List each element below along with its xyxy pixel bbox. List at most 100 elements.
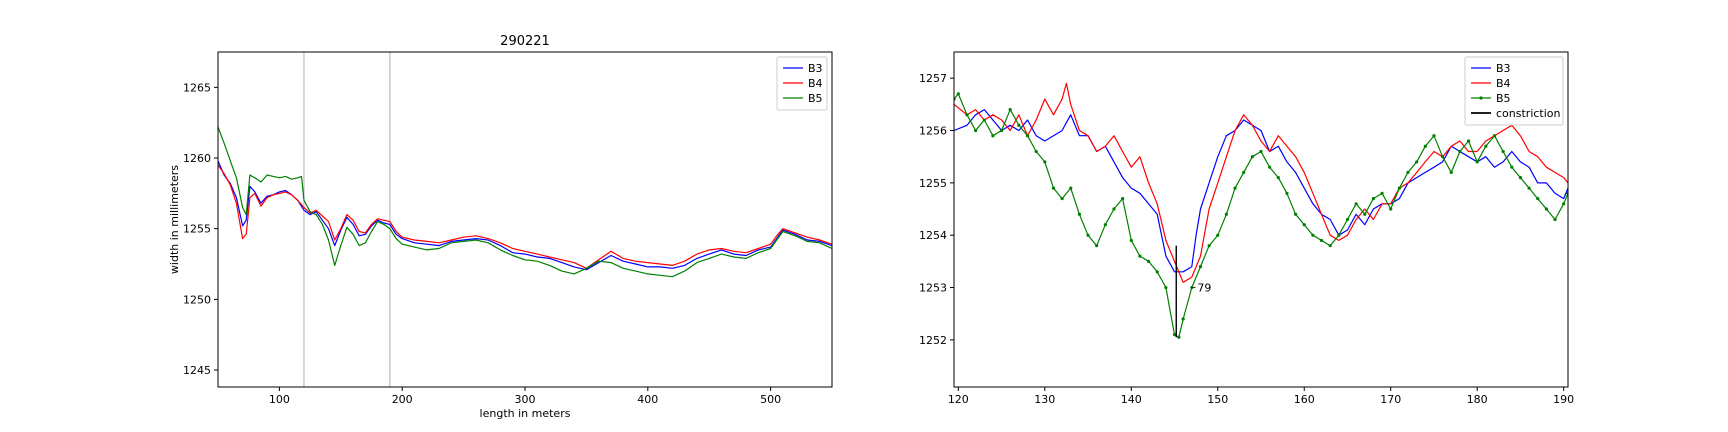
series-point-b5 xyxy=(1008,107,1012,112)
series-point-b5 xyxy=(1328,244,1332,248)
x-tick-label: 130 xyxy=(1034,393,1055,406)
series-point-b5 xyxy=(982,118,986,122)
series-point-b5 xyxy=(974,128,978,133)
axes-frame xyxy=(217,51,833,388)
series-point-b5 xyxy=(1177,335,1181,339)
series-point-b5 xyxy=(1363,212,1367,216)
legend-label-constriction: constriction xyxy=(1496,107,1561,120)
series-line-b4 xyxy=(954,82,1568,283)
plot-area xyxy=(218,52,832,387)
chart-panel-2: 79 120 130 140 150 160 170 180 190 1252 1253 1254 12… xyxy=(919,51,1574,406)
series-point-b5 xyxy=(1242,170,1246,174)
series-point-b5 xyxy=(1233,186,1237,190)
series-point-b5 xyxy=(1268,165,1272,169)
series-point-b5 xyxy=(1389,207,1393,211)
y-tick-label: 1256 xyxy=(919,125,947,138)
legend-label-b5: B5 xyxy=(1496,92,1511,105)
series-point-b5 xyxy=(1034,149,1038,154)
series-point-b5 xyxy=(1432,134,1436,138)
series-point-b5 xyxy=(1207,244,1211,248)
series-point-b5 xyxy=(1501,149,1505,154)
series-point-b5 xyxy=(1181,317,1185,321)
series-line-b3 xyxy=(954,108,1568,273)
series-point-b5 xyxy=(1138,254,1142,258)
legend: B3 B4 B5 xyxy=(776,56,828,111)
series-point-b5 xyxy=(1216,233,1220,237)
x-tick-label: 170 xyxy=(1380,393,1401,406)
series-point-b5 xyxy=(1051,186,1056,190)
series-point-b5 xyxy=(1095,244,1099,248)
series-point-b5 xyxy=(1562,202,1566,206)
series-point-b5 xyxy=(1458,149,1462,154)
x-tick-label: 400 xyxy=(637,393,658,406)
y-tick-label: 1265 xyxy=(183,81,211,94)
x-tick-label: 190 xyxy=(1553,393,1574,406)
legend-label-b3: B3 xyxy=(808,62,823,75)
series-line-b5 xyxy=(218,126,832,278)
legend: B3 B4 B5 constriction xyxy=(1464,56,1564,126)
series-point-b5 xyxy=(1345,217,1350,222)
series-point-b5 xyxy=(1466,139,1471,143)
x-tick-label: 140 xyxy=(1121,393,1142,406)
legend-box xyxy=(1464,56,1564,126)
y-axis-label: width in millimeters xyxy=(168,165,181,274)
series-point-b5 xyxy=(1415,160,1419,164)
series-point-b5 xyxy=(1086,233,1090,237)
y-tick-label: 1255 xyxy=(183,223,211,236)
series-point-b5 xyxy=(1276,176,1280,180)
chart-title: 290221 xyxy=(500,34,550,49)
series-point-b5 xyxy=(1112,207,1116,211)
series-point-b5 xyxy=(999,128,1004,133)
series-point-b5 xyxy=(1423,144,1427,148)
x-tick-label: 120 xyxy=(948,393,969,406)
series-point-b5 xyxy=(1069,186,1073,190)
y-tick-label: 1257 xyxy=(919,72,947,85)
series-point-b5 xyxy=(1259,149,1263,154)
series-point-b5 xyxy=(1475,160,1479,164)
y-tick-label: 1254 xyxy=(919,229,947,242)
series-point-b5 xyxy=(1337,233,1341,237)
series-point-b5 xyxy=(1155,270,1159,274)
y-tick-label: 1245 xyxy=(183,364,211,377)
x-tick-label: 300 xyxy=(515,393,536,406)
y-tick-label: 1260 xyxy=(183,152,211,165)
series-point-b5 xyxy=(991,134,995,138)
series-point-b5 xyxy=(1302,223,1306,227)
series-point-b5 xyxy=(956,92,960,96)
series-point-b5 xyxy=(965,113,969,117)
chart-panel-1: 100 200 300 400 500 1245 1250 1255 1260 1265 29022… xyxy=(168,34,833,420)
series-point-b5 xyxy=(1311,233,1315,237)
series-line-b3 xyxy=(218,160,832,271)
series-point-b5 xyxy=(1406,170,1410,174)
series-point-b5 xyxy=(1017,123,1021,127)
series-point-b5 xyxy=(1025,134,1030,138)
x-tick-label: 180 xyxy=(1467,393,1488,406)
y-tick-label: 1252 xyxy=(919,334,947,347)
series-point-b5 xyxy=(1510,165,1514,169)
series-point-b5 xyxy=(1544,207,1548,211)
series-point-b5 xyxy=(1553,217,1557,222)
series-point-b5 xyxy=(1077,212,1081,216)
series-point-b5 xyxy=(1319,238,1324,243)
series-point-b5 xyxy=(1198,265,1203,269)
series-point-b5 xyxy=(1380,191,1384,195)
x-tick-label: 160 xyxy=(1294,393,1315,406)
plot-area xyxy=(954,82,1568,339)
legend-marker-b5 xyxy=(1479,96,1483,100)
series-point-b5 xyxy=(1103,223,1107,227)
series-point-b5 xyxy=(1449,170,1453,174)
axes-frame xyxy=(953,51,1569,388)
series-point-b5 xyxy=(1172,333,1177,337)
series-point-b5 xyxy=(1441,155,1445,159)
legend-label-b4: B4 xyxy=(1496,77,1511,90)
series-point-b5 xyxy=(1121,196,1125,201)
series-point-b5 xyxy=(1224,212,1229,216)
y-tick-label: 1250 xyxy=(183,293,211,306)
x-tick-label: 500 xyxy=(760,393,781,406)
series-point-b5 xyxy=(1250,155,1254,159)
x-tick-label: 100 xyxy=(269,393,290,406)
y-tick-label: 1255 xyxy=(919,177,947,190)
x-tick-label: 200 xyxy=(392,393,413,406)
legend-label-b4: B4 xyxy=(808,77,823,90)
